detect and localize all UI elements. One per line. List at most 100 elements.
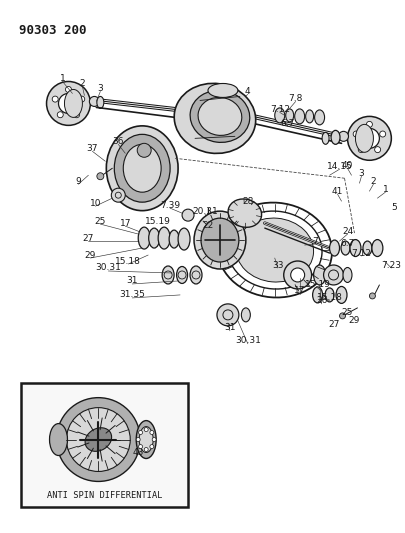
Ellipse shape	[114, 134, 170, 202]
Text: 7.8: 7.8	[288, 94, 303, 103]
Text: 7: 7	[312, 237, 318, 246]
Circle shape	[360, 128, 379, 148]
Ellipse shape	[350, 239, 361, 256]
Ellipse shape	[174, 83, 256, 154]
Ellipse shape	[330, 240, 339, 256]
Text: 25: 25	[95, 216, 106, 225]
Text: 28: 28	[242, 197, 254, 206]
Text: 20.31: 20.31	[192, 207, 218, 216]
Ellipse shape	[190, 266, 202, 284]
Ellipse shape	[107, 126, 178, 211]
Circle shape	[324, 265, 343, 285]
Text: 7.39: 7.39	[160, 200, 180, 209]
Circle shape	[369, 293, 375, 299]
Text: 27: 27	[83, 233, 94, 243]
Text: 25: 25	[342, 309, 353, 317]
Circle shape	[139, 431, 143, 434]
Ellipse shape	[343, 268, 352, 282]
Text: 31: 31	[126, 277, 138, 286]
Text: 24: 24	[342, 227, 353, 236]
Ellipse shape	[158, 227, 170, 249]
Ellipse shape	[341, 241, 350, 255]
Text: 2: 2	[371, 177, 376, 185]
Ellipse shape	[177, 266, 188, 284]
Text: 3: 3	[98, 84, 103, 93]
Circle shape	[47, 82, 90, 125]
Ellipse shape	[64, 90, 82, 117]
Ellipse shape	[169, 230, 179, 248]
Ellipse shape	[241, 308, 250, 322]
Text: 41: 41	[332, 187, 343, 196]
Text: 33: 33	[272, 261, 284, 270]
Ellipse shape	[228, 199, 262, 227]
Ellipse shape	[201, 218, 239, 262]
Text: 43: 43	[132, 448, 144, 457]
Circle shape	[353, 131, 359, 137]
Text: 2: 2	[80, 79, 85, 88]
Ellipse shape	[325, 288, 334, 302]
Circle shape	[339, 313, 345, 319]
Text: 7.12: 7.12	[270, 105, 290, 114]
Text: ANTI SPIN DIFFERENTIAL: ANTI SPIN DIFFERENTIAL	[47, 491, 162, 500]
Text: 37: 37	[87, 144, 98, 153]
Ellipse shape	[139, 426, 153, 453]
Text: 5: 5	[392, 203, 397, 212]
Text: 10: 10	[90, 199, 101, 208]
Ellipse shape	[123, 144, 161, 192]
Text: 29: 29	[85, 251, 96, 260]
Text: 22: 22	[202, 221, 213, 230]
Circle shape	[137, 143, 151, 157]
Circle shape	[90, 96, 99, 107]
Circle shape	[152, 438, 156, 441]
Circle shape	[97, 173, 104, 180]
Circle shape	[111, 188, 125, 202]
Ellipse shape	[336, 286, 347, 303]
Ellipse shape	[194, 211, 246, 269]
Circle shape	[367, 122, 373, 127]
Ellipse shape	[356, 124, 373, 152]
Text: 26: 26	[316, 296, 327, 305]
Text: 17: 17	[294, 286, 305, 295]
Ellipse shape	[363, 241, 372, 255]
Circle shape	[66, 408, 130, 472]
Text: 7.12: 7.12	[352, 248, 371, 257]
Text: 6.7: 6.7	[340, 239, 355, 247]
Text: 15.19: 15.19	[145, 216, 171, 225]
Circle shape	[58, 93, 79, 114]
Text: 17: 17	[119, 219, 131, 228]
Circle shape	[136, 438, 140, 441]
Text: 30.31: 30.31	[96, 263, 121, 272]
Ellipse shape	[313, 287, 323, 303]
Circle shape	[205, 226, 211, 232]
Text: 40: 40	[342, 161, 353, 170]
Circle shape	[182, 209, 194, 221]
Circle shape	[150, 445, 154, 449]
Circle shape	[74, 112, 80, 118]
Circle shape	[57, 112, 63, 118]
Ellipse shape	[97, 96, 104, 108]
Ellipse shape	[236, 218, 313, 282]
Circle shape	[150, 431, 154, 434]
Circle shape	[380, 131, 386, 137]
Text: 3: 3	[358, 169, 364, 177]
Text: 90303 200: 90303 200	[19, 23, 86, 37]
Ellipse shape	[313, 265, 326, 285]
Circle shape	[52, 96, 58, 102]
Ellipse shape	[322, 132, 329, 144]
Bar	[21, 383, 188, 507]
Circle shape	[144, 427, 148, 432]
Circle shape	[144, 448, 148, 451]
Text: 6.7: 6.7	[281, 119, 295, 128]
Circle shape	[375, 147, 381, 152]
Ellipse shape	[178, 228, 190, 250]
Circle shape	[217, 304, 239, 326]
Text: 15.18: 15.18	[115, 256, 141, 265]
Circle shape	[291, 268, 305, 282]
Text: 14.15: 14.15	[327, 161, 352, 171]
Text: 7.23: 7.23	[382, 261, 401, 270]
Ellipse shape	[372, 239, 383, 256]
Ellipse shape	[85, 428, 112, 451]
Text: 30.31: 30.31	[235, 336, 261, 345]
Text: 31.35: 31.35	[119, 290, 145, 300]
Circle shape	[66, 86, 71, 92]
